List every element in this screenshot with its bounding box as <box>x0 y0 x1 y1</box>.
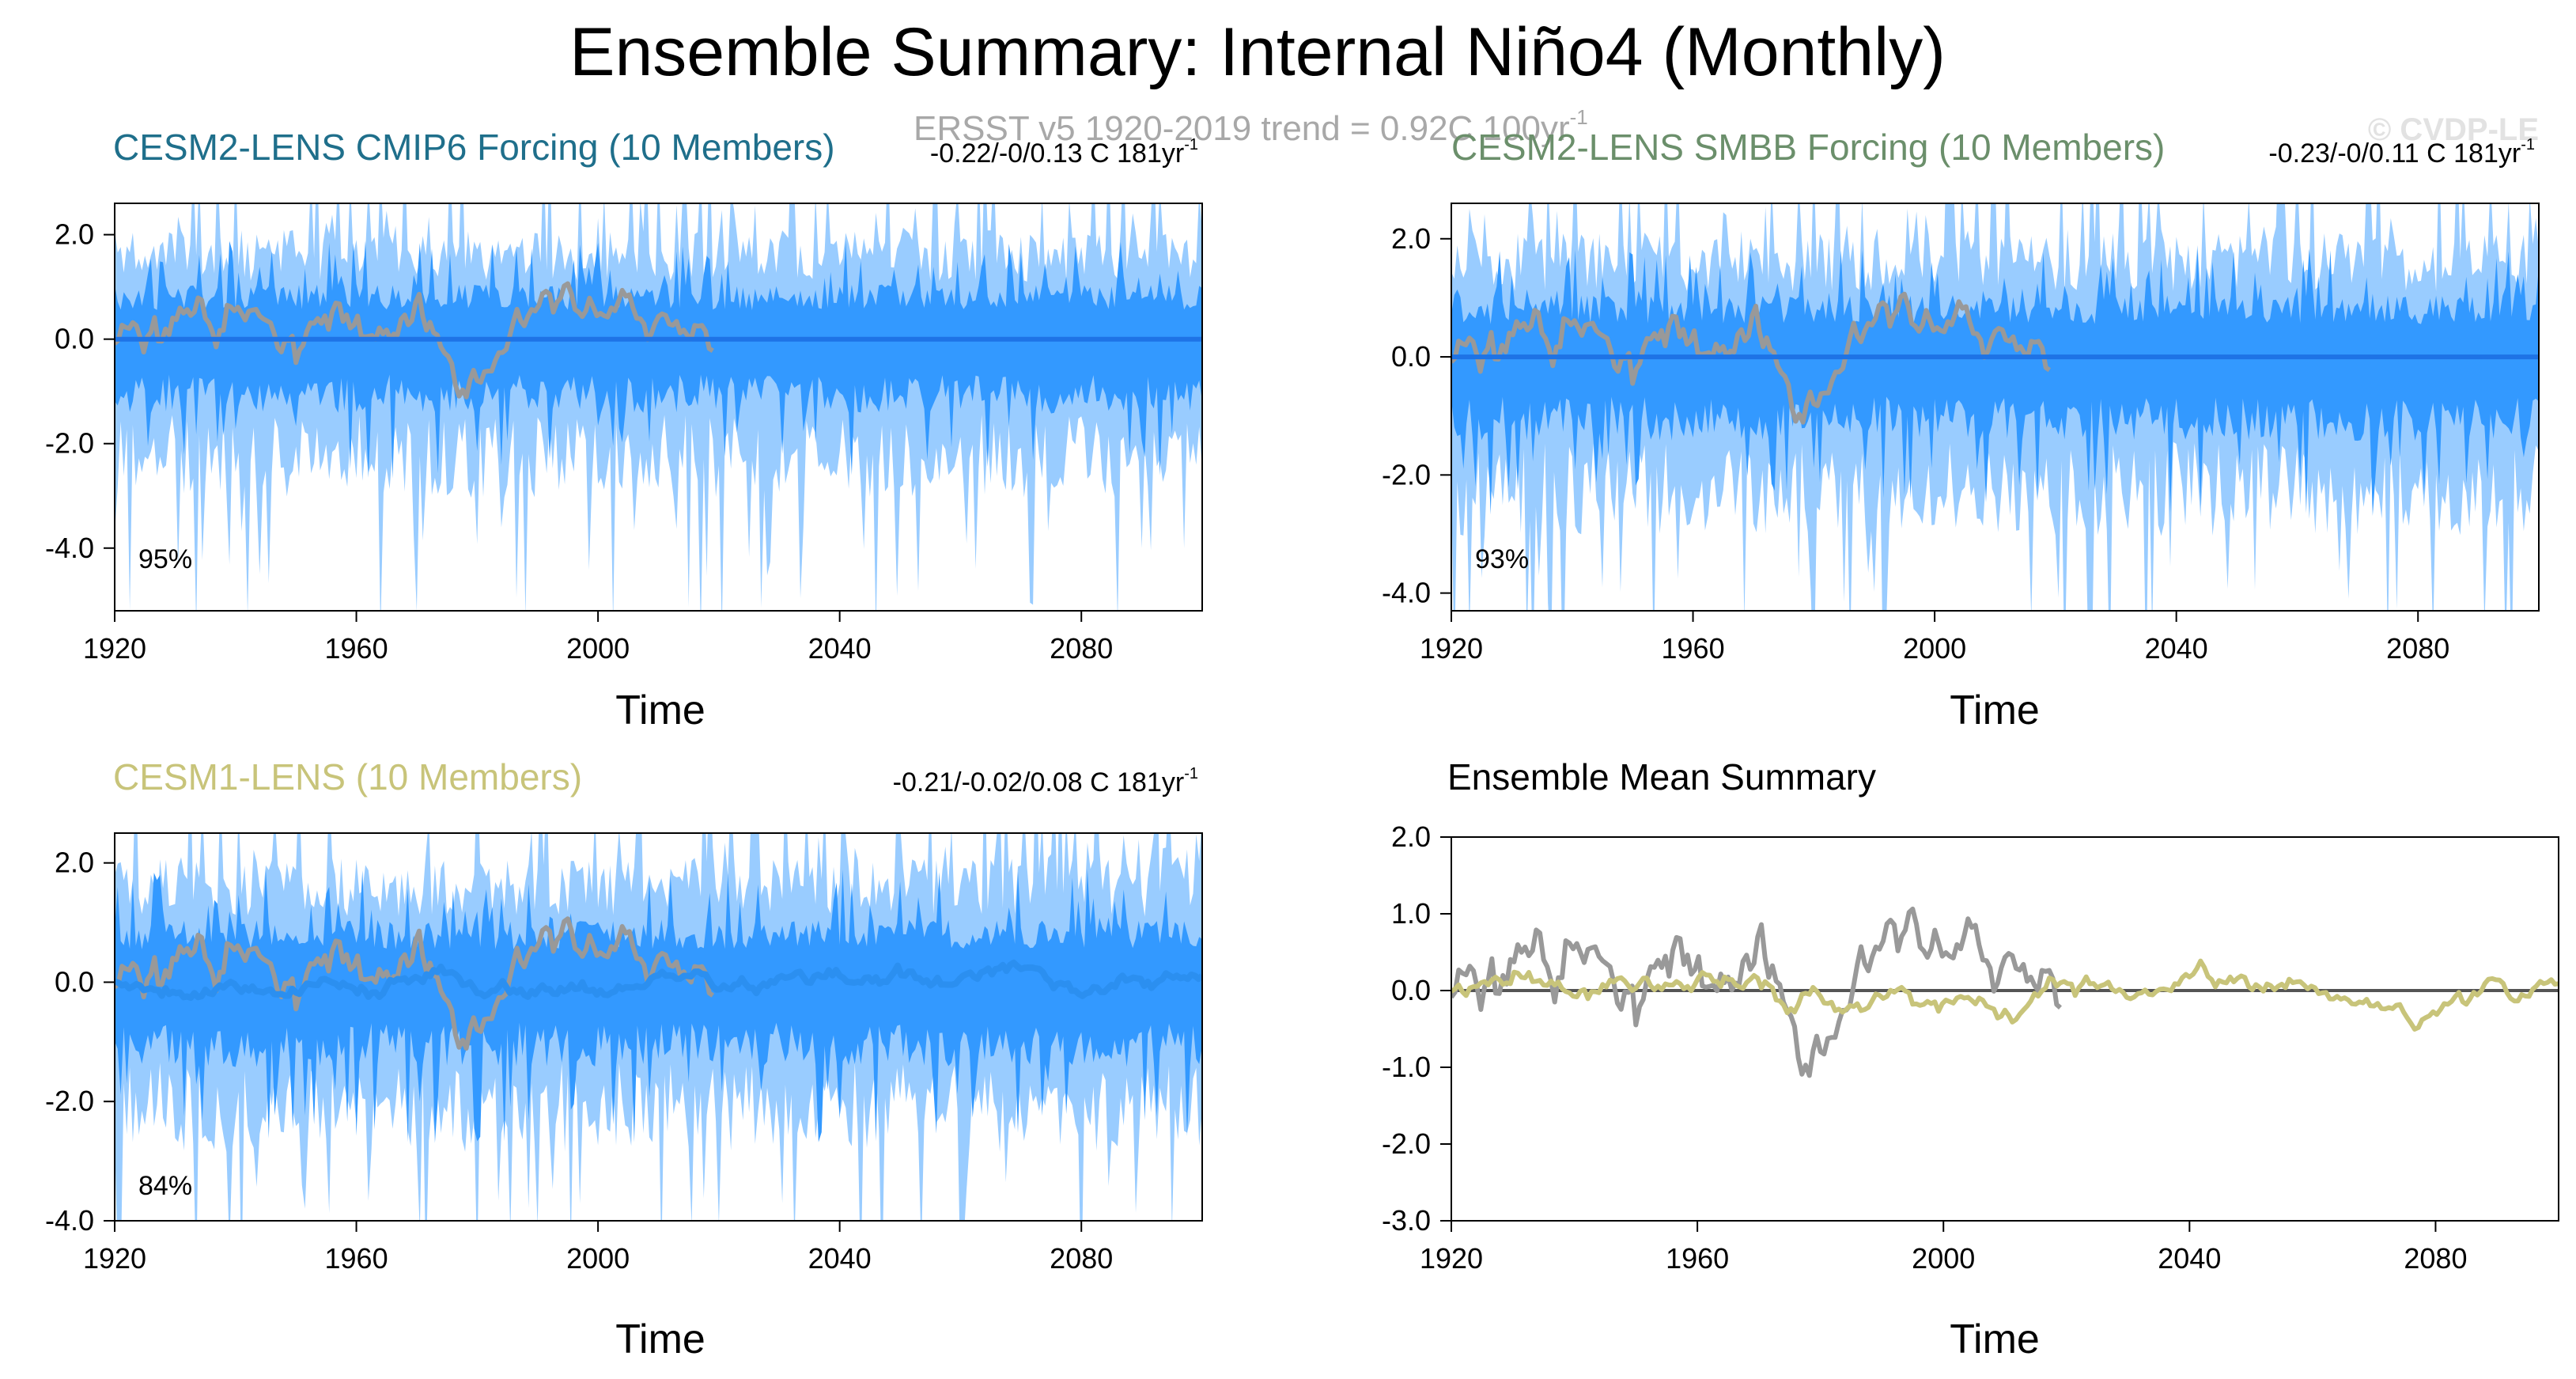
panel-title-cesm2-cmip6: CESM2-LENS CMIP6 Forcing (10 Members) <box>113 127 835 168</box>
x-tick-label: 1960 <box>1662 632 1725 665</box>
ticks-cesm2-cmip6: 1920 1960 2000 2040 2080 2.0 0.0 -2.0 -4.0 <box>45 218 1113 665</box>
x-tick-label: 1960 <box>325 632 388 665</box>
observations-line-summary <box>1451 906 2062 1078</box>
x-tick-label: 1960 <box>1666 1242 1729 1275</box>
x-tick-label: 1920 <box>1420 1242 1483 1275</box>
plot-area-cesm1-lens <box>115 833 1202 1221</box>
x-axis-title-ensemble-mean-summary: Time <box>1950 1316 2040 1362</box>
credit-label: © CVDP-LE <box>2368 112 2539 147</box>
trend-label-cesm2-smbb: -0.23/-0/0.11 C 181yr-1 <box>2268 136 2535 169</box>
panel-title-ensemble-mean-summary: Ensemble Mean Summary <box>1447 756 1876 797</box>
x-tick-label: 2040 <box>2158 1242 2221 1275</box>
trend-superscript-cesm2-cmip6: -1 <box>1184 136 1198 153</box>
plot-frame-cesm1-lens <box>114 832 1203 1222</box>
plot-area-cesm2-smbb <box>1451 203 2539 611</box>
x-tick-label: 2040 <box>808 632 872 665</box>
x-tick-label: 2000 <box>1912 1242 1975 1275</box>
trend-superscript-cesm2-smbb: -1 <box>2521 136 2535 153</box>
y-tick-label: 2.0 <box>1391 222 1431 255</box>
y-tick-label: 2.0 <box>55 218 94 251</box>
x-axis-title-cesm2-cmip6: Time <box>615 688 705 733</box>
y-tick-label: 2.0 <box>1391 820 1431 853</box>
trend-text-cesm1-lens: -0.21/-0.02/0.08 C 181yr <box>893 767 1185 797</box>
observations-trend-superscript: -1 <box>1570 105 1588 129</box>
panel-cesm1-lens: CESM1-LENS (10 Members) -0.21/-0.02/0.08… <box>45 756 1203 1362</box>
trend-text-cesm2-smbb: -0.23/-0/0.11 C 181yr <box>2268 138 2521 169</box>
plot-frame-cesm2-cmip6 <box>114 203 1203 612</box>
panel-cesm2-smbb: CESM2-LENS SMBB Forcing (10 Members) -0.… <box>1382 127 2540 733</box>
y-tick-label: -2.0 <box>45 427 94 460</box>
trend-text-cesm2-cmip6: -0.22/-0/0.13 C 181yr <box>930 138 1184 169</box>
x-tick-label: 1920 <box>83 1242 146 1275</box>
percent-label-cesm2-smbb: 93% <box>1475 544 1529 574</box>
plot-frame-cesm2-smbb <box>1451 203 2540 612</box>
panel-title-cesm2-smbb: CESM2-LENS SMBB Forcing (10 Members) <box>1451 127 2165 168</box>
x-tick-label: 2080 <box>2404 1242 2467 1275</box>
y-tick-label: -2.0 <box>1382 1127 1431 1160</box>
y-tick-label: -4.0 <box>45 1204 94 1237</box>
spread-inner-band-cesm1-lens <box>115 869 1202 1143</box>
panel-ensemble-mean-summary: Ensemble Mean Summary 1920 1960 2000 2040 20… <box>1382 756 2559 1362</box>
x-tick-label: 2000 <box>566 1242 630 1275</box>
ensemble-mean-line-cesm1-lens <box>115 959 1202 1002</box>
x-tick-label: 1920 <box>1420 632 1483 665</box>
observations-trend: ERSST v5 1920-2019 trend = 0.92C 100yr-1 <box>914 105 1588 148</box>
x-tick-label: 1920 <box>83 632 146 665</box>
observations-trend-text: ERSST v5 1920-2019 trend = 0.92C 100yr <box>914 109 1570 148</box>
y-tick-label: 0.0 <box>1391 974 1431 1006</box>
panel-title-cesm1-lens: CESM1-LENS (10 Members) <box>113 756 582 797</box>
x-tick-label: 2000 <box>1903 632 1966 665</box>
plot-background <box>1451 837 2559 1221</box>
y-tick-label: 2.0 <box>55 847 94 879</box>
y-tick-label: -4.0 <box>45 532 94 564</box>
x-tick-label: 1960 <box>325 1242 388 1275</box>
x-axis-title-cesm1-lens: Time <box>615 1316 705 1362</box>
spread-inner-band-cesm2-smbb <box>1451 248 2539 517</box>
percent-label-cesm2-cmip6: 95% <box>138 544 192 574</box>
main-title: Ensemble Summary: Internal Niño4 (Monthl… <box>569 14 1946 90</box>
y-tick-label: 0.0 <box>1391 340 1431 373</box>
ticks-cesm2-smbb: 1920 1960 2000 2040 2080 2.0 0.0 -2.0 -4.0 <box>1382 222 2449 665</box>
ticks-ensemble-mean-summary: 1920 1960 2000 2040 2080 2.0 1.0 0.0 -1.0 -2.0 -3.… <box>1382 820 2468 1275</box>
panel-cesm2-cmip6: CESM2-LENS CMIP6 Forcing (10 Members) -0… <box>45 127 1203 733</box>
y-tick-label: 0.0 <box>55 965 94 998</box>
plot-area-ensemble-mean-summary <box>1451 837 2559 1221</box>
trend-label-cesm1-lens: -0.21/-0.02/0.08 C 181yr-1 <box>893 765 1198 797</box>
y-tick-label: -4.0 <box>1382 577 1431 609</box>
plot-area-cesm2-cmip6 <box>115 203 1202 611</box>
x-tick-label: 2040 <box>808 1242 872 1275</box>
observations-line-cesm1-lens <box>115 916 715 1051</box>
spread-inner-band-cesm2-cmip6 <box>115 241 1202 479</box>
ticks-cesm1-lens: 1920 1960 2000 2040 2080 2.0 0.0 -2.0 -4.0 <box>45 847 1113 1275</box>
plot-frame-ensemble-mean-summary <box>1451 836 2559 1222</box>
x-tick-label: 2040 <box>2145 632 2208 665</box>
y-tick-label: -2.0 <box>45 1085 94 1117</box>
spread-outer-band-cesm2-smbb <box>1451 203 2539 611</box>
x-axis-title-cesm2-smbb: Time <box>1950 688 2040 733</box>
x-tick-label: 2080 <box>1050 632 1113 665</box>
cesm1-mean-line-summary <box>1451 958 2559 1032</box>
x-tick-label: 2080 <box>1050 1242 1113 1275</box>
x-tick-label: 2000 <box>566 632 630 665</box>
x-tick-label: 2080 <box>2386 632 2449 665</box>
y-tick-label: 0.0 <box>55 323 94 355</box>
trend-label-cesm2-cmip6: -0.22/-0/0.13 C 181yr-1 <box>930 136 1198 169</box>
y-tick-label: -3.0 <box>1382 1204 1431 1237</box>
trend-superscript-cesm1-lens: -1 <box>1184 765 1198 782</box>
y-tick-label: -2.0 <box>1382 458 1431 491</box>
percent-label-cesm1-lens: 84% <box>138 1171 192 1201</box>
y-tick-label: -1.0 <box>1382 1051 1431 1083</box>
y-tick-label: 1.0 <box>1391 897 1431 930</box>
